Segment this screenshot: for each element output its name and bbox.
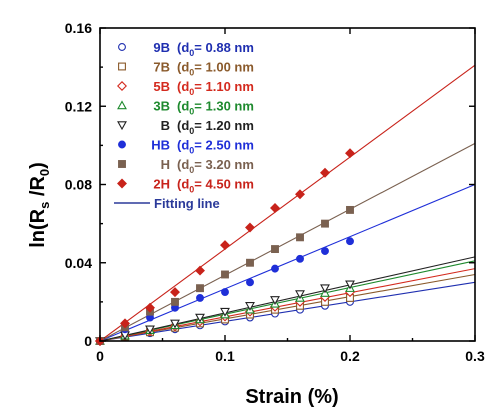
legend-marker-HB: [118, 140, 126, 149]
marker-2H: [170, 287, 180, 298]
fit-line-2H: [99, 64, 476, 342]
marker-2H: [320, 167, 330, 178]
fit-line-9B: [99, 281, 476, 342]
legend-marker-3B: [117, 100, 127, 110]
data-markers: [95, 148, 355, 347]
marker-HB: [221, 288, 229, 297]
marker-H: [296, 233, 304, 242]
marker-B: [295, 290, 305, 300]
legend-marker-2H: [117, 178, 127, 189]
marker-HB: [296, 254, 304, 263]
legend-label-7B: 7B: [153, 60, 170, 75]
y-tick-label: 0.04: [65, 255, 92, 271]
y-axis-title-sub1: s: [37, 202, 52, 209]
marker-2H: [245, 222, 255, 233]
marker-H: [221, 270, 229, 279]
legend-label-2H: 2H: [153, 177, 170, 192]
legend-label-H: H: [161, 157, 170, 172]
legend-param-H: (d0= 3.20 nm: [177, 157, 254, 175]
axes: 0 0.04 0.08 0.12 0.16 0 0.1 0.2 0.3: [65, 20, 485, 364]
y-axis-title-mid: /R: [27, 176, 49, 202]
legend-param-2H: (d0= 4.50 nm: [177, 177, 254, 195]
marker-2H: [345, 148, 355, 159]
legend-label-HB: HB: [151, 138, 170, 153]
y-tick-label: 0: [84, 333, 92, 349]
legend-marker-B: [117, 121, 127, 131]
marker-B: [170, 319, 180, 329]
y-tick-label: 0.12: [65, 98, 92, 114]
marker-B: [145, 325, 155, 335]
x-tick-label: 0.3: [465, 348, 485, 364]
legend-param-9B: (d0= 0.88 nm: [177, 40, 254, 58]
fit-line-HB: [99, 183, 476, 342]
fit-line-7B: [99, 273, 476, 342]
legend-label-fitting-line: Fitting line: [154, 196, 220, 211]
legend-marker-7B: [118, 62, 126, 71]
y-axis-title-sub2: 0: [37, 169, 52, 176]
legend-marker-5B: [117, 81, 127, 91]
fit-line-3B: [99, 260, 476, 342]
legend-label-5B: 5B: [153, 79, 170, 94]
marker-B: [345, 280, 355, 290]
y-axis-title-main: ln(R: [27, 208, 49, 247]
marker-HB: [246, 278, 254, 287]
marker-HB: [196, 294, 204, 302]
legend: 9B (d0= 0.88 nm 7B (d0= 1.00 nm 5B (d0= 1.10 …: [114, 40, 254, 211]
x-axis-title: Strain (%): [245, 386, 338, 408]
y-axis-title-end: ): [27, 162, 49, 169]
fit-line-H: [99, 142, 476, 342]
legend-label-3B: 3B: [153, 99, 170, 114]
legend-param-3B: (d0= 1.30 nm: [177, 99, 254, 117]
fit-line-B: [99, 256, 476, 342]
marker-2H: [195, 265, 205, 276]
legend-marker-H: [118, 160, 126, 168]
marker-B: [270, 296, 280, 306]
y-axis-title: ln(Rs /R0): [27, 162, 52, 248]
x-tick-label: 0.2: [340, 348, 360, 364]
x-tick-label: 0.1: [215, 348, 235, 364]
marker-H: [171, 297, 179, 306]
marker-HB: [271, 264, 279, 273]
marker-B: [320, 284, 330, 294]
fit-line-5B: [99, 268, 476, 342]
marker-2H: [295, 189, 305, 200]
legend-label-B: B: [161, 118, 170, 133]
marker-2H: [120, 318, 130, 329]
marker-H: [246, 258, 254, 267]
marker-B: [220, 307, 230, 317]
marker-H: [321, 219, 329, 228]
y-tick-label: 0.08: [65, 177, 92, 193]
legend-param-5B: (d0= 1.10 nm: [177, 79, 254, 97]
marker-H: [271, 245, 279, 254]
marker-2H: [220, 240, 230, 251]
legend-param-B: (d0= 1.20 nm: [177, 118, 254, 136]
fitting-lines: [99, 64, 476, 342]
marker-B: [245, 302, 255, 311]
x-tick-label: 0: [96, 348, 104, 364]
marker-2H: [270, 202, 280, 213]
marker-B: [195, 313, 205, 323]
marker-2H: [145, 302, 155, 313]
y-tick-label: 0.16: [65, 20, 92, 36]
legend-param-7B: (d0= 1.00 nm: [177, 60, 254, 78]
marker-H: [196, 284, 204, 293]
marker-HB: [321, 247, 329, 255]
marker-H: [346, 205, 354, 214]
legend-param-HB: (d0= 2.50 nm: [177, 138, 254, 156]
legend-label-9B: 9B: [153, 40, 170, 55]
legend-marker-9B: [118, 43, 126, 51]
marker-HB: [346, 237, 354, 246]
